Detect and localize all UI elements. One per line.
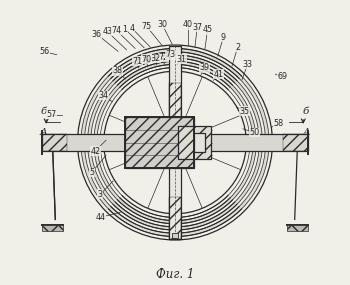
Text: 39: 39 [200,63,210,72]
Text: А: А [40,128,47,137]
Text: 32: 32 [150,54,161,63]
Bar [178,126,211,159]
Bar [169,197,181,239]
Text: 45: 45 [202,25,212,34]
Bar [125,117,194,168]
Text: 73: 73 [166,50,176,59]
Bar [178,126,211,159]
Text: 5: 5 [89,168,94,177]
Text: 42: 42 [90,146,100,156]
Text: 50: 50 [249,128,259,137]
Bar [42,134,308,151]
Text: 3: 3 [98,190,103,199]
Polygon shape [88,55,262,230]
Bar [42,225,63,231]
Text: 70: 70 [141,55,152,64]
Text: б: б [40,107,47,116]
Text: 40: 40 [183,20,193,29]
Bar [283,134,308,151]
Bar [169,83,181,125]
Text: А: А [302,128,310,137]
Text: 69: 69 [277,72,287,82]
Text: 36: 36 [92,30,102,39]
Bar [194,133,205,152]
Text: 43: 43 [102,27,112,36]
Text: 57: 57 [47,110,57,119]
Text: 44: 44 [96,213,106,222]
Text: 4: 4 [130,24,135,33]
Text: 74: 74 [112,26,122,35]
Text: 71: 71 [132,57,142,66]
Text: 2: 2 [235,42,240,52]
Bar [125,117,194,168]
Bar [172,233,178,238]
Text: 75: 75 [141,22,152,31]
Bar [287,225,308,231]
Text: б: б [303,107,309,116]
Text: 56: 56 [40,47,50,56]
Text: 1: 1 [122,25,128,34]
Bar [42,134,67,151]
Text: 35: 35 [240,107,250,116]
Text: Фиг. 1: Фиг. 1 [156,268,194,281]
Text: 31: 31 [176,55,187,64]
Text: 38: 38 [112,66,122,75]
Text: 37: 37 [192,23,202,32]
Text: 33: 33 [243,60,253,69]
Bar [169,46,181,239]
Text: 41: 41 [213,70,223,79]
Text: 9: 9 [221,32,226,42]
Text: 30: 30 [157,20,167,29]
Text: 34: 34 [98,91,108,100]
Text: 72: 72 [159,53,169,62]
Text: 58: 58 [273,119,283,128]
Polygon shape [81,48,269,237]
Polygon shape [94,61,256,224]
